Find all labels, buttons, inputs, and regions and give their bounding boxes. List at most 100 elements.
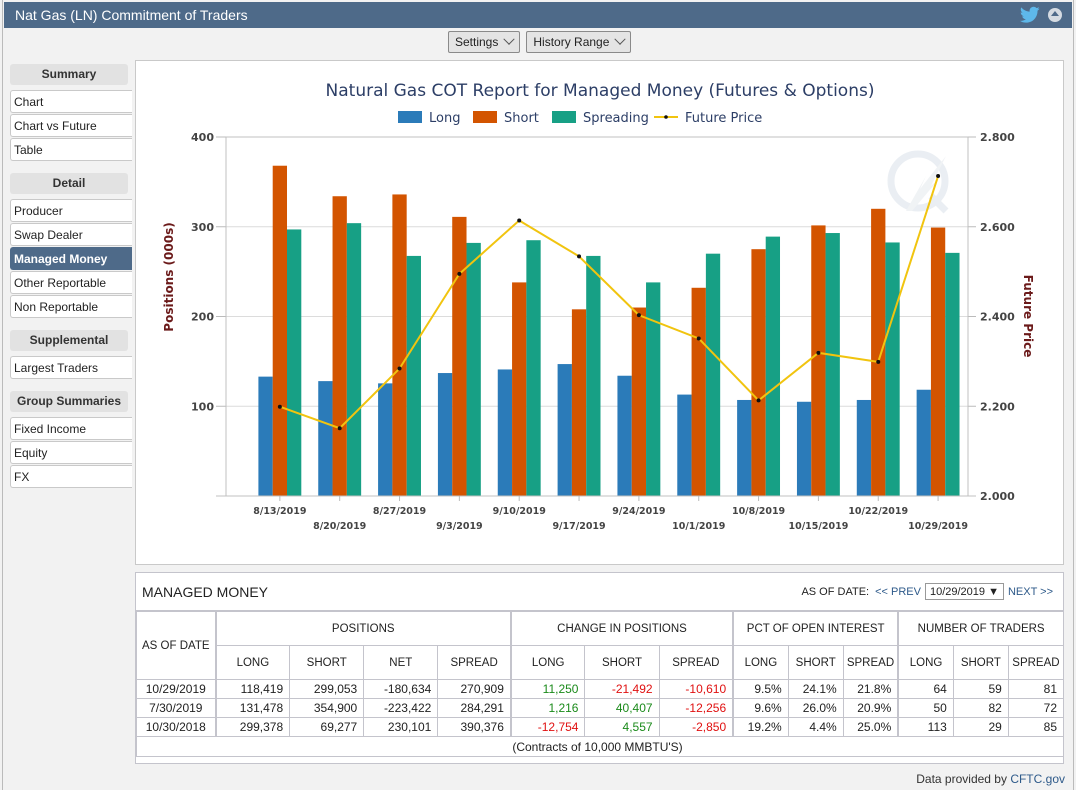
bar-short [452,216,467,496]
sidebar-item-swap-dealer[interactable]: Swap Dealer [10,223,132,246]
bar-short [691,287,706,496]
collapse-icon[interactable] [1048,8,1062,22]
sidebar-item-fixed-income[interactable]: Fixed Income [10,417,132,440]
bar-short [631,307,647,496]
bar-short [871,208,886,497]
settings-label: Settings [455,35,499,49]
price-line [277,174,941,431]
future-price-point [577,254,582,259]
bar-spreading [705,253,721,496]
y-tick-label: 400 [191,131,214,144]
next-date-link[interactable]: NEXT >> [1007,585,1053,598]
cell-tr-long: 50 [897,698,954,718]
sidebar-heading-supplemental: Supplemental [10,330,128,351]
cell-pct-spread: 20.9% [842,698,899,718]
x-tick-label: 8/20/2019 [313,521,366,532]
future-price-point [397,366,402,371]
cot-table: AS OF DATE POSITIONS CHANGE IN POSITIONS… [135,611,1065,757]
future-price-point [876,359,881,364]
sidebar-item-managed-money[interactable]: Managed Money [10,247,132,270]
chart-panel: Natural Gas COT Report for Managed Money… [135,60,1064,565]
future-price-point [337,426,342,431]
bar-short [930,227,946,497]
bar-long [437,373,453,496]
cell-tr-short: 29 [952,717,1009,737]
legend-item-short: Short [473,111,539,126]
cell-date: 10/29/2019 [135,679,217,699]
as-of-date-label: AS OF DATE: [801,585,870,598]
col-chg-spread: SPREAD [658,645,734,680]
sidebar-item-producer[interactable]: Producer [10,199,132,222]
sidebar-heading-group-summaries: Group Summaries [10,391,128,412]
bar-short [332,196,347,497]
group-traders: NUMBER OF TRADERS [897,611,1065,646]
col-tr-spread: SPREAD [1007,645,1065,680]
legend-swatch [473,111,497,123]
future-price-point [936,174,941,179]
table-row: 10/29/2019 118,419 299,053 -180,634 270,909 1… [135,679,1065,699]
bar-spreading [646,282,661,496]
history-range-dropdown[interactable]: History Range [526,31,632,53]
legend-label: Future Price [685,111,762,126]
y2-tick-label: 2.400 [980,311,1015,324]
bar-short [392,194,407,496]
table-title: MANAGED MONEY [142,584,269,600]
x-tick-label: 8/13/2019 [253,506,306,517]
cell-pct-short: 24.1% [787,679,844,699]
col-pct-spread: SPREAD [842,645,899,680]
legend-item-spreading: Spreading [552,111,649,126]
data-source-prefix: Data provided by [916,772,1011,786]
bar-spreading [346,223,362,496]
col-pct-long: LONG [732,645,789,680]
col-pos-net: NET [363,645,439,680]
group-change: CHANGE IN POSITIONS [509,611,734,646]
future-price-point [816,350,821,355]
date-select[interactable]: 10/29/2019 ▼ [924,583,1004,600]
sidebar-item-chart[interactable]: Chart [10,90,132,113]
x-tick-label: 10/15/2019 [788,521,848,532]
twitter-icon[interactable] [1020,6,1040,24]
bar-spreading [406,255,421,496]
bar-short [751,249,766,496]
data-source-credit: Data provided by CFTC.gov [916,772,1065,786]
bar-long [856,399,872,496]
sidebar-item-chart-vs-future[interactable]: Chart vs Future [10,114,132,137]
sidebar-item-largest-traders[interactable]: Largest Traders [10,356,132,379]
x-tick-label: 10/1/2019 [672,521,725,532]
cell-pos-net: -180,634 [363,679,439,699]
chart-axes: 100 200 300 400 2.000 2.200 2.400 2.600 2.800 8/1… [191,131,1015,532]
settings-dropdown[interactable]: Settings [448,31,521,53]
bar-long [737,399,752,496]
cell-pos-net: 230,101 [363,717,439,737]
cell-tr-short: 59 [952,679,1009,699]
cell-pct-long: 19.2% [732,717,789,737]
bar-spreading [586,255,601,496]
cell-pos-short: 299,053 [289,679,365,699]
sidebar-item-non-reportable[interactable]: Non Reportable [10,295,132,318]
cell-pos-long: 118,419 [214,679,291,699]
cell-chg-short: -21,492 [584,679,660,699]
y-tick-label: 200 [191,311,214,324]
sidebar-item-other-reportable[interactable]: Other Reportable [10,271,132,294]
prev-date-link[interactable]: << PREV [875,585,921,598]
managed-money-table-panel: MANAGED MONEY AS OF DATE: << PREV 10/29/… [135,572,1065,764]
cell-chg-spread: -2,850 [658,717,734,737]
cftc-link[interactable]: CFTC.gov [1010,772,1065,786]
bar-short [811,225,826,496]
cell-tr-long: 64 [897,679,954,699]
cell-chg-spread: -10,610 [658,679,734,699]
bar-spreading [945,252,960,496]
cell-pos-short: 69,277 [289,717,365,737]
sidebar-item-table[interactable]: Table [10,138,132,161]
cell-tr-spread: 72 [1007,698,1065,718]
cell-pos-spread: 390,376 [437,717,512,737]
bar-long [916,389,931,496]
legend-marker [664,115,668,119]
chart-bars [258,165,960,497]
future-price-point [457,271,462,276]
sidebar-item-equity[interactable]: Equity [10,441,132,464]
toolbar: Settings History Range [448,31,632,53]
legend-item-long: Long [398,111,460,126]
sidebar-item-fx[interactable]: FX [10,465,132,488]
col-chg-short: SHORT [584,645,660,680]
